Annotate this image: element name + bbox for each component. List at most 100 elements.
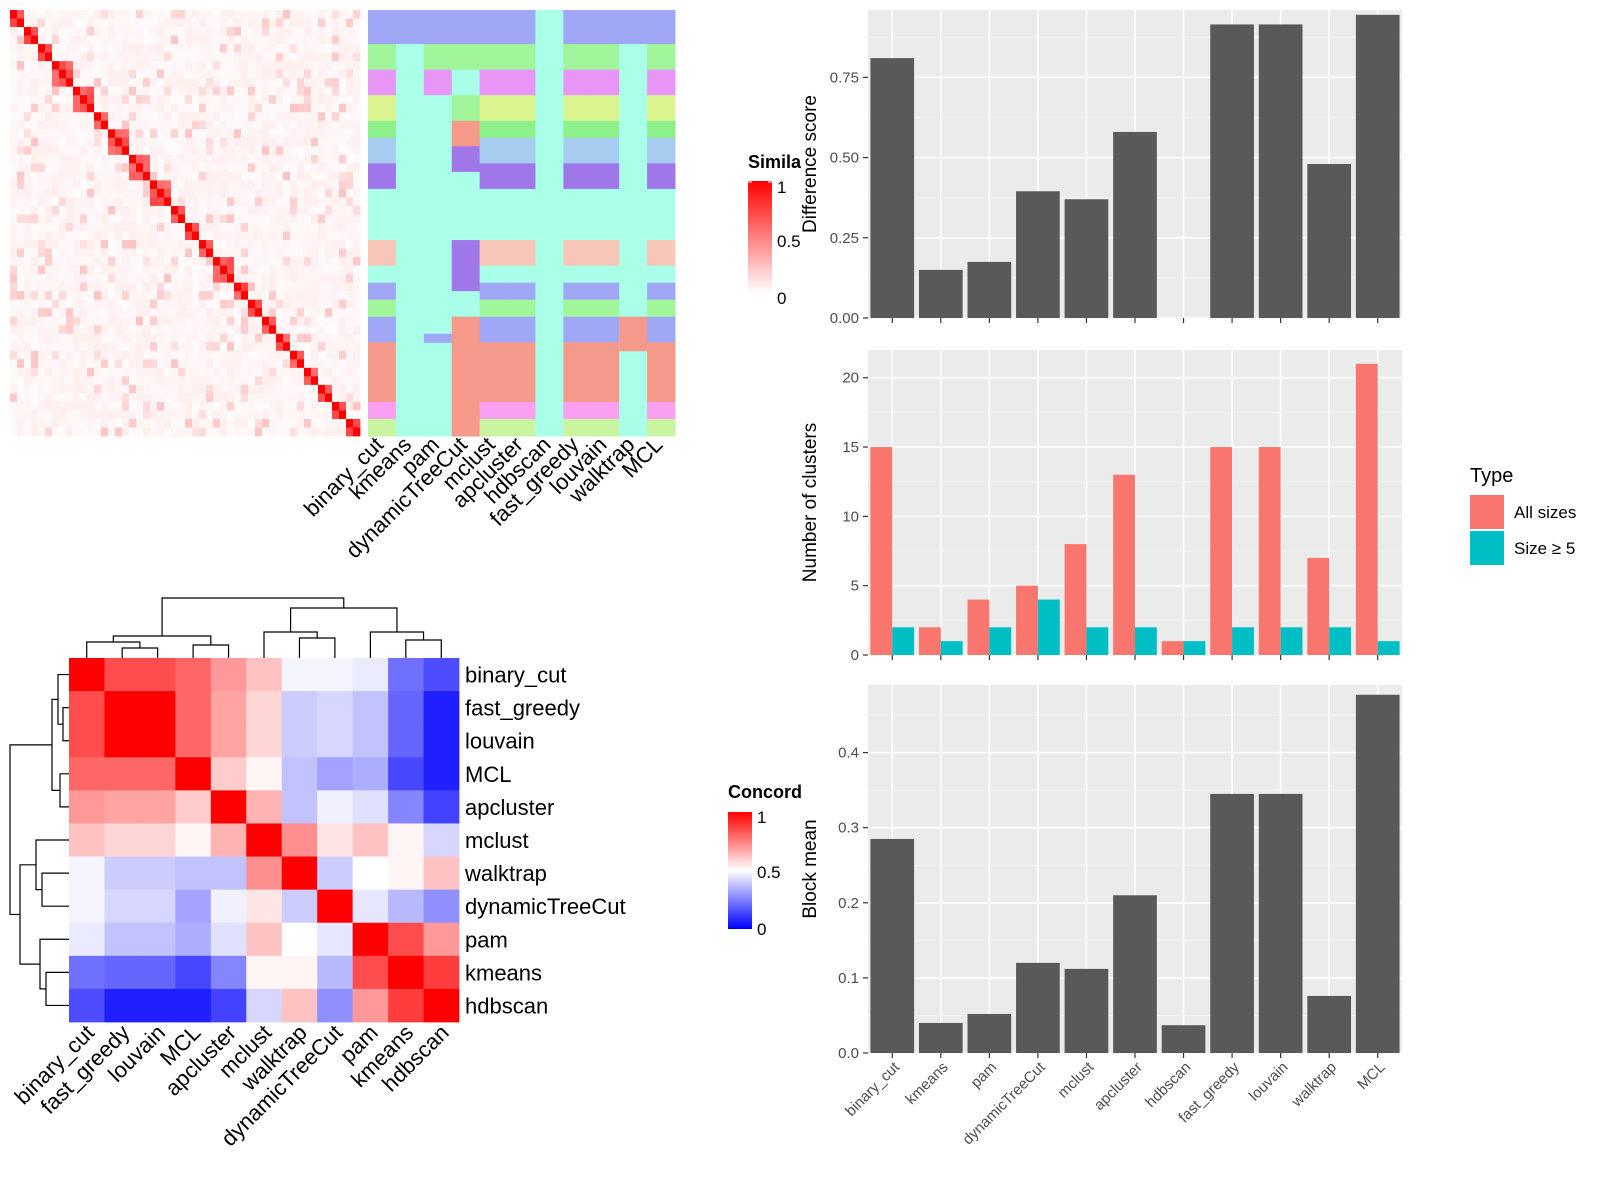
similarity-cell <box>94 410 102 420</box>
similarity-cell <box>206 61 214 71</box>
similarity-cell <box>213 248 221 258</box>
similarity-cell <box>136 52 144 62</box>
similarity-cell <box>59 120 67 130</box>
similarity-cell <box>339 86 347 96</box>
similarity-cell <box>73 120 81 130</box>
similarity-cell <box>143 95 151 105</box>
cluster-cell <box>451 240 481 292</box>
similarity-cell <box>157 10 165 19</box>
similarity-cell <box>332 95 340 105</box>
similarity-cell <box>136 265 144 275</box>
similarity-cell <box>269 188 277 198</box>
similarity-cell <box>73 350 81 360</box>
similarity-cell <box>185 359 193 369</box>
similarity-cell <box>241 367 249 377</box>
similarity-cell <box>234 359 242 369</box>
similarity-cell <box>178 95 186 105</box>
similarity-cell <box>171 359 179 369</box>
similarity-cell <box>52 44 60 53</box>
cluster-cell <box>619 10 648 45</box>
similarity-cell <box>38 393 46 403</box>
similarity-cell <box>290 350 298 360</box>
similarity-cell <box>283 120 291 130</box>
cluster-cell <box>591 120 620 139</box>
similarity-cell <box>87 367 95 377</box>
similarity-cell <box>318 376 326 386</box>
similarity-cell <box>80 18 88 28</box>
similarity-cell <box>276 10 284 19</box>
similarity-cell <box>332 308 340 318</box>
similarity-cell <box>24 231 32 241</box>
similarity-cell <box>332 240 340 249</box>
concordance-cell <box>352 691 389 725</box>
cluster-cell <box>507 69 536 96</box>
similarity-cell <box>101 308 109 318</box>
similarity-cell <box>304 188 312 198</box>
similarity-cell <box>94 205 102 215</box>
similarity-cell <box>66 78 74 88</box>
similarity-cell <box>66 10 74 19</box>
similarity-cell <box>31 188 39 198</box>
similarity-cell <box>283 427 291 437</box>
similarity-cell <box>17 223 25 232</box>
cluster-cell <box>368 265 397 284</box>
similarity-cell <box>129 35 137 45</box>
similarity-cell <box>66 223 74 232</box>
similarity-cell <box>52 197 60 207</box>
similarity-cell <box>171 282 179 292</box>
similarity-cell <box>157 197 165 207</box>
similarity-cell <box>220 333 228 343</box>
similarity-cell <box>143 291 151 301</box>
concordance-cell <box>388 724 424 758</box>
similarity-cell <box>59 401 67 411</box>
similarity-cell <box>346 384 354 394</box>
similarity-cell <box>248 359 256 369</box>
similarity-cell <box>136 205 144 215</box>
concordance-cell <box>175 856 212 891</box>
similarity-cell <box>10 69 18 79</box>
similarity-cell <box>10 274 18 284</box>
cluster-cell <box>647 316 676 343</box>
concordance-cell <box>352 790 389 824</box>
similarity-cell <box>171 146 179 156</box>
similarity-cell <box>311 171 319 181</box>
cluster-cell <box>563 240 592 267</box>
similarity-cell <box>80 137 88 147</box>
concordance-cell <box>210 823 247 857</box>
similarity-cell <box>318 112 326 122</box>
similarity-cell <box>38 137 46 147</box>
similarity-cell <box>73 265 81 275</box>
similarity-cell <box>332 35 340 45</box>
similarity-cell <box>283 103 291 113</box>
similarity-cell <box>248 197 256 207</box>
similarity-cell <box>192 393 200 403</box>
similarity-cell <box>24 154 32 164</box>
similarity-cell <box>325 129 333 139</box>
similarity-cell <box>87 257 95 266</box>
similarity-cell <box>143 154 151 164</box>
similarity-cell <box>17 44 25 53</box>
similarity-cell <box>213 308 221 318</box>
similarity-cell <box>94 342 102 352</box>
similarity-cell <box>171 112 179 122</box>
similarity-cell <box>52 333 60 343</box>
similarity-cell <box>227 427 235 437</box>
similarity-cell <box>108 418 116 428</box>
similarity-cell <box>220 308 228 318</box>
similarity-cell <box>87 103 95 113</box>
similarity-cell <box>31 418 39 428</box>
similarity-cell <box>94 214 102 224</box>
similarity-cell <box>150 359 158 369</box>
similarity-cell <box>185 112 193 122</box>
similarity-cell <box>24 197 32 207</box>
similarity-cell <box>304 376 312 386</box>
similarity-cell <box>311 205 319 215</box>
similarity-cell <box>346 95 354 105</box>
similarity-cell <box>108 376 116 386</box>
similarity-cell <box>297 69 305 79</box>
similarity-cell <box>66 418 74 428</box>
similarity-cell <box>262 291 270 301</box>
similarity-cell <box>318 18 326 28</box>
similarity-cell <box>108 257 116 266</box>
